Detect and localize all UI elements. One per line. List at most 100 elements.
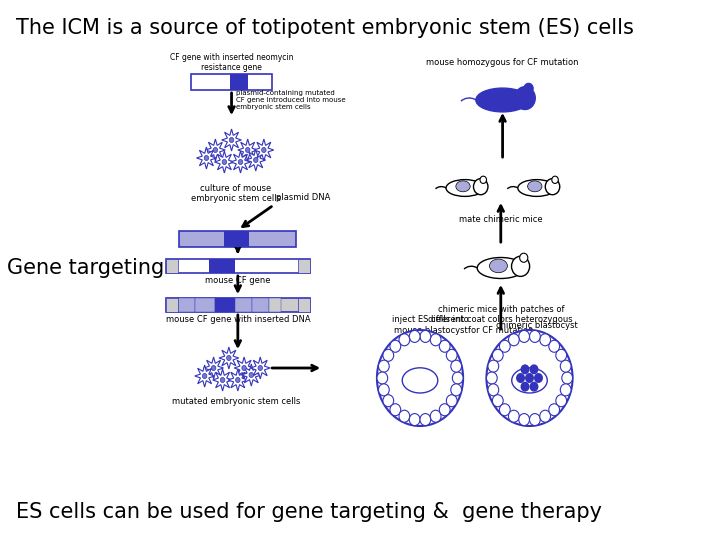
FancyBboxPatch shape [224,231,250,247]
FancyBboxPatch shape [178,298,194,312]
Circle shape [446,395,457,407]
Polygon shape [241,364,261,386]
Circle shape [235,377,240,382]
FancyBboxPatch shape [166,259,178,273]
Text: inject ES cells into
mouse blastocyst: inject ES cells into mouse blastocyst [392,315,469,335]
Text: chimeric mice with patches of
different coat colors heterozygous
for CF mutation: chimeric mice with patches of different … [428,305,573,335]
Circle shape [383,395,394,407]
Circle shape [390,404,401,416]
Circle shape [451,384,462,396]
Polygon shape [197,147,216,169]
Circle shape [556,395,567,407]
FancyBboxPatch shape [269,298,281,312]
Text: culture of mouse
embryonic stem cells: culture of mouse embryonic stem cells [191,184,281,204]
Ellipse shape [477,258,524,279]
Text: plasmid DNA: plasmid DNA [276,193,330,202]
Circle shape [511,256,530,276]
Polygon shape [212,369,233,391]
Circle shape [258,366,263,370]
Circle shape [549,340,559,352]
Circle shape [562,372,572,384]
Polygon shape [254,139,274,161]
Circle shape [229,138,234,143]
Polygon shape [194,365,215,387]
Ellipse shape [512,368,547,393]
Circle shape [238,159,243,165]
Circle shape [540,410,551,422]
Circle shape [409,330,420,342]
Circle shape [246,147,250,152]
Circle shape [399,334,410,346]
FancyBboxPatch shape [179,231,296,247]
Circle shape [488,384,499,396]
Text: mouse CF gene: mouse CF gene [205,276,271,285]
Text: The ICM is a source of totipotent embryonic stem (ES) cells: The ICM is a source of totipotent embryo… [16,18,634,38]
Circle shape [249,373,253,377]
Ellipse shape [528,181,542,192]
Circle shape [545,179,559,195]
Text: plasmid-containing mutated
CF gene introduced into mouse
embryonic stem cells: plasmid-containing mutated CF gene intro… [236,90,346,110]
Polygon shape [215,151,234,173]
Circle shape [552,176,558,184]
Circle shape [431,410,441,422]
Circle shape [480,176,487,184]
Circle shape [556,349,567,361]
Circle shape [383,349,394,361]
Circle shape [487,330,572,426]
Text: mouse CF gene with inserted DNA: mouse CF gene with inserted DNA [166,315,310,324]
Circle shape [492,349,503,361]
FancyBboxPatch shape [166,298,310,312]
Circle shape [488,360,499,372]
Circle shape [529,382,539,392]
FancyBboxPatch shape [235,298,252,312]
Polygon shape [251,357,270,379]
Circle shape [549,404,559,416]
FancyBboxPatch shape [298,298,310,312]
Circle shape [202,374,207,379]
FancyBboxPatch shape [166,298,178,312]
Ellipse shape [446,180,484,197]
Circle shape [474,179,488,195]
Polygon shape [228,369,248,391]
Circle shape [204,156,209,160]
Polygon shape [219,347,239,369]
Circle shape [518,414,529,426]
Polygon shape [222,129,241,151]
Circle shape [379,360,390,372]
Polygon shape [204,357,223,379]
Text: mutated embryonic stem cells: mutated embryonic stem cells [172,397,300,406]
Circle shape [253,158,258,163]
Circle shape [390,340,401,352]
FancyBboxPatch shape [166,298,178,312]
Circle shape [420,330,431,342]
Circle shape [515,87,535,110]
Circle shape [529,364,539,374]
Circle shape [452,372,463,384]
Circle shape [451,360,462,372]
Circle shape [487,372,498,384]
Circle shape [439,404,450,416]
Text: mouse homozygous for CF mutation: mouse homozygous for CF mutation [426,58,579,67]
Text: mate chimeric mice: mate chimeric mice [459,215,543,224]
FancyBboxPatch shape [209,259,235,273]
Polygon shape [246,149,266,171]
Polygon shape [234,357,254,379]
Circle shape [508,410,519,422]
Circle shape [377,372,387,384]
Ellipse shape [456,181,470,192]
Text: chimeric blastocyst: chimeric blastocyst [496,321,577,329]
Circle shape [409,414,420,426]
Circle shape [212,366,216,370]
Circle shape [508,334,519,346]
FancyBboxPatch shape [192,74,272,90]
Circle shape [529,330,540,342]
Circle shape [540,334,551,346]
Circle shape [492,395,503,407]
Circle shape [521,364,529,374]
Ellipse shape [490,259,508,273]
Circle shape [242,366,246,370]
Circle shape [500,340,510,352]
Text: ES cells can be used for gene targeting &  gene therapy: ES cells can be used for gene targeting … [16,502,602,522]
Ellipse shape [518,180,556,197]
Circle shape [261,147,266,152]
